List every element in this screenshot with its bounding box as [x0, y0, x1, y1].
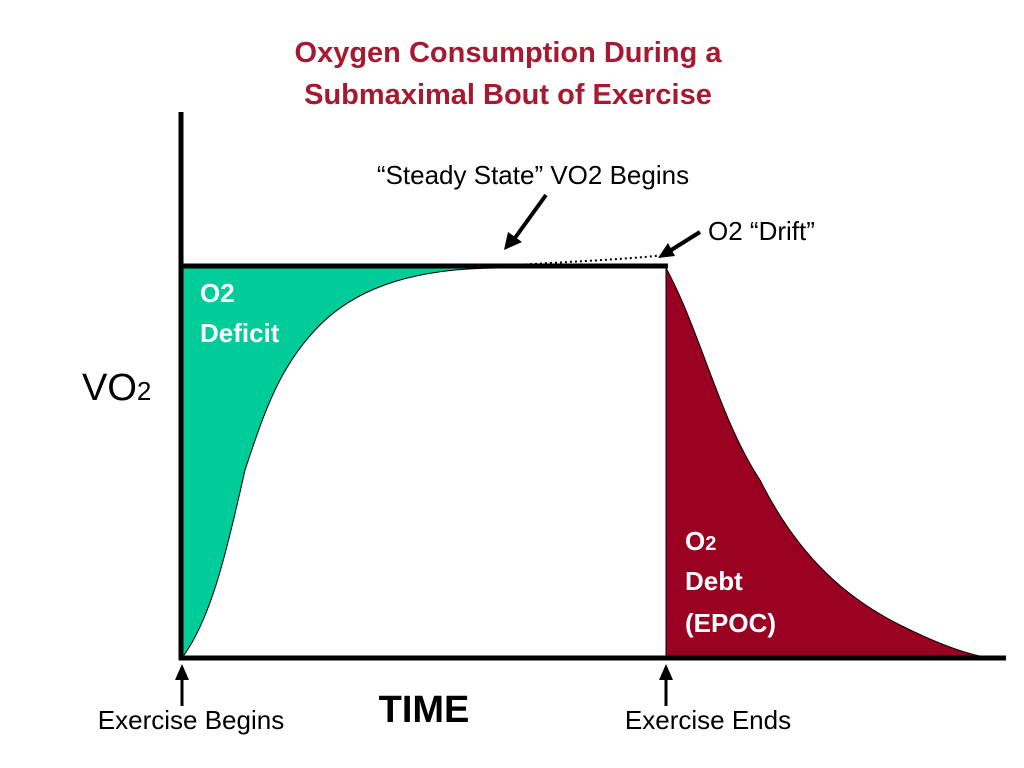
- exercise-ends-arrow-head: [659, 664, 673, 680]
- deficit-label-line-2: Deficit: [200, 318, 280, 348]
- steady-state-arrow-head: [504, 232, 522, 250]
- drift-arrow-head: [658, 243, 675, 258]
- deficit-label-line-1: O2: [200, 278, 235, 308]
- steady-state-arrow-shaft: [510, 193, 548, 244]
- x-axis-label: TIME: [379, 689, 470, 731]
- exercise-ends-label: Exercise Ends: [625, 705, 791, 735]
- o2-debt-region: [665, 267, 991, 659]
- title-line-2: Submaximal Bout of Exercise: [304, 79, 712, 111]
- title-line-1: Oxygen Consumption During a: [295, 37, 723, 69]
- drift-arrow-shaft: [666, 230, 702, 254]
- exercise-begins-label: Exercise Begins: [98, 705, 284, 735]
- debt-label-line-3: (EPOC): [685, 608, 776, 638]
- exercise-begins-arrow-head: [175, 664, 189, 680]
- y-axis-label: VO2: [82, 367, 151, 409]
- o2-drift-dotted-line: [499, 254, 666, 267]
- steady-state-annotation: “Steady State” VO2 Begins: [377, 160, 689, 190]
- debt-label-line-2: Debt: [685, 566, 743, 596]
- debt-label-line-1: O2: [685, 526, 716, 556]
- drift-annotation: O2 “Drift”: [708, 216, 815, 246]
- o2-deficit-region: [181, 267, 501, 660]
